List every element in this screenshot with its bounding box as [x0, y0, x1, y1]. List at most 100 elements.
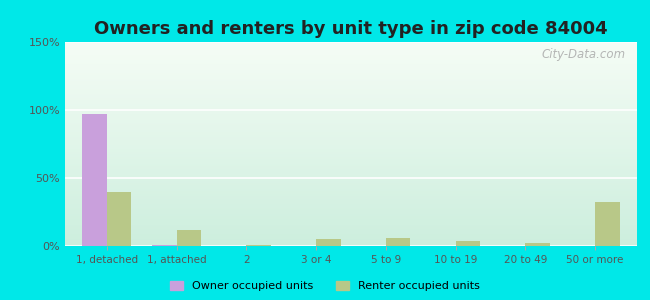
Bar — [65, 174, 637, 175]
Bar — [65, 142, 637, 143]
Bar — [152, 244, 177, 246]
Bar — [65, 210, 637, 211]
Bar — [65, 138, 637, 139]
Bar — [65, 205, 637, 206]
Bar — [65, 99, 637, 100]
Bar — [65, 123, 637, 124]
Bar — [65, 58, 637, 59]
Bar — [65, 72, 637, 73]
Bar — [65, 151, 637, 152]
Bar — [65, 85, 637, 86]
Bar — [65, 236, 637, 237]
Bar — [65, 63, 637, 64]
Bar — [386, 238, 410, 246]
Bar — [65, 86, 637, 87]
Bar — [65, 206, 637, 207]
Bar — [65, 108, 637, 109]
Bar — [65, 68, 637, 70]
Bar — [65, 208, 637, 209]
Bar — [65, 144, 637, 145]
Bar — [65, 136, 637, 137]
Bar — [65, 233, 637, 234]
Bar — [65, 132, 637, 133]
Bar — [65, 74, 637, 75]
Bar — [65, 194, 637, 195]
Bar — [65, 128, 637, 129]
Bar — [65, 195, 637, 196]
Bar — [65, 231, 637, 232]
Bar — [65, 200, 637, 201]
Bar — [65, 179, 637, 180]
Bar — [65, 47, 637, 48]
Bar — [65, 204, 637, 205]
Bar — [65, 126, 637, 127]
Bar — [65, 212, 637, 213]
Bar — [65, 109, 637, 110]
Bar — [65, 130, 637, 131]
Bar — [65, 95, 637, 96]
Bar — [65, 113, 637, 114]
Bar — [456, 241, 480, 246]
Bar — [65, 73, 637, 74]
Bar — [316, 239, 341, 246]
Bar — [65, 149, 637, 150]
Bar — [65, 228, 637, 229]
Bar — [65, 133, 637, 134]
Bar — [65, 199, 637, 200]
Bar — [65, 61, 637, 62]
Bar — [65, 213, 637, 214]
Bar — [65, 215, 637, 216]
Bar — [65, 140, 637, 141]
Bar — [65, 70, 637, 72]
Bar — [65, 122, 637, 123]
Bar — [65, 87, 637, 88]
Bar — [65, 226, 637, 228]
Bar — [65, 160, 637, 161]
Bar — [65, 184, 637, 185]
Bar — [65, 77, 637, 78]
Bar — [65, 46, 637, 47]
Bar — [65, 220, 637, 221]
Bar — [65, 182, 637, 183]
Bar — [65, 49, 637, 50]
Bar — [65, 55, 637, 56]
Bar — [65, 169, 637, 170]
Bar — [65, 92, 637, 93]
Bar — [65, 185, 637, 186]
Legend: Owner occupied units, Renter occupied units: Owner occupied units, Renter occupied un… — [170, 281, 480, 291]
Bar — [107, 192, 131, 246]
Bar — [65, 80, 637, 81]
Bar — [65, 214, 637, 215]
Bar — [65, 157, 637, 158]
Bar — [65, 79, 637, 80]
Bar — [65, 127, 637, 128]
Bar — [65, 172, 637, 174]
Bar — [65, 50, 637, 51]
Bar — [65, 224, 637, 225]
Bar — [65, 105, 637, 106]
Bar — [65, 188, 637, 189]
Bar — [65, 118, 637, 119]
Bar — [65, 245, 637, 246]
Bar — [65, 57, 637, 58]
Bar — [65, 189, 637, 190]
Bar — [65, 48, 637, 49]
Bar — [65, 221, 637, 223]
Bar — [65, 165, 637, 166]
Bar — [65, 225, 637, 226]
Bar — [65, 154, 637, 155]
Bar — [65, 137, 637, 138]
Bar — [65, 159, 637, 160]
Bar — [65, 223, 637, 224]
Bar — [65, 139, 637, 140]
Bar — [65, 201, 637, 202]
Bar — [65, 60, 637, 62]
Bar — [65, 111, 637, 112]
Bar — [65, 100, 637, 101]
Bar — [65, 96, 637, 97]
Bar — [65, 42, 637, 43]
Bar — [65, 197, 637, 198]
Bar — [65, 240, 637, 241]
Bar — [65, 104, 637, 105]
Bar — [65, 237, 637, 238]
